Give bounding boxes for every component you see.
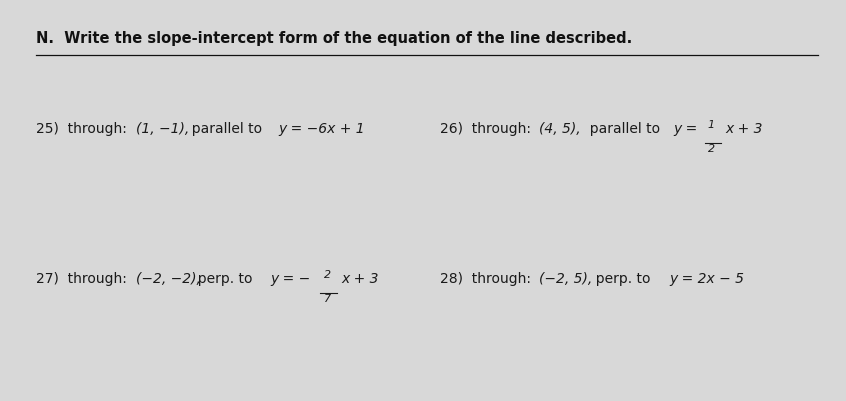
Text: 1: 1 — [708, 119, 715, 130]
Text: 26)  through:: 26) through: — [440, 122, 536, 136]
Text: y = −6x + 1: y = −6x + 1 — [278, 122, 365, 136]
Text: 28)  through:: 28) through: — [440, 272, 536, 286]
Text: x + 3: x + 3 — [342, 272, 379, 286]
Text: 7: 7 — [324, 294, 331, 304]
Text: perp. to: perp. to — [587, 272, 659, 286]
Text: x + 3: x + 3 — [726, 122, 763, 136]
Text: (−2, −2),: (−2, −2), — [135, 272, 201, 286]
Text: y = −: y = − — [270, 272, 310, 286]
Text: (−2, 5),: (−2, 5), — [539, 272, 592, 286]
Text: (1, −1),: (1, −1), — [135, 122, 189, 136]
Text: 25)  through:: 25) through: — [36, 122, 132, 136]
Text: y =: y = — [673, 122, 702, 136]
Text: parallel to: parallel to — [581, 122, 669, 136]
Text: (4, 5),: (4, 5), — [539, 122, 580, 136]
Text: N.  Write the slope-intercept form of the equation of the line described.: N. Write the slope-intercept form of the… — [36, 30, 633, 45]
Text: 2: 2 — [324, 270, 331, 279]
Text: y = 2x − 5: y = 2x − 5 — [669, 272, 744, 286]
Text: 2: 2 — [708, 143, 715, 153]
Text: parallel to: parallel to — [184, 122, 272, 136]
Text: 27)  through:: 27) through: — [36, 272, 132, 286]
Text: perp. to: perp. to — [190, 272, 261, 286]
